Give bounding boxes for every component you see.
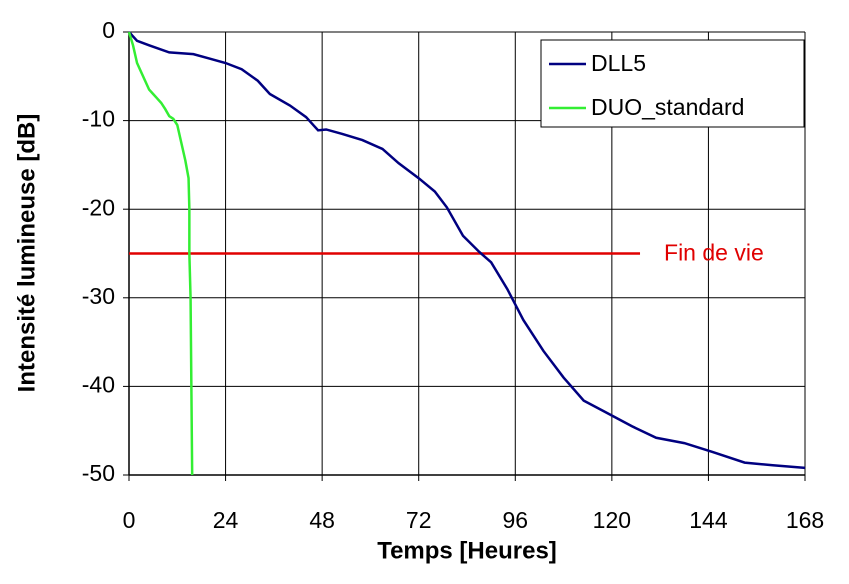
x-tick-label: 168 xyxy=(786,507,824,533)
x-tick-label: 120 xyxy=(593,507,631,533)
y-tick-label: -30 xyxy=(82,283,115,309)
y-tick-label: 0 xyxy=(102,17,115,43)
y-tick-label: -50 xyxy=(82,460,115,486)
y-axis-title: Intensité lumineuse [dB] xyxy=(13,114,40,393)
data-line xyxy=(128,31,806,470)
x-tick-label: 48 xyxy=(309,507,335,533)
data-line xyxy=(127,31,194,476)
x-tick-label: 24 xyxy=(213,507,239,533)
reference-label: Fin de vie xyxy=(664,240,764,266)
legend-box xyxy=(540,39,805,128)
x-tick-label: 144 xyxy=(689,507,728,533)
x-axis-title: Temps [Heures] xyxy=(377,537,557,564)
y-tick-label: -40 xyxy=(82,371,115,397)
x-tick-label: 96 xyxy=(502,507,528,533)
legend-label: DUO_standard xyxy=(591,94,744,120)
y-tick-label: -10 xyxy=(82,106,115,132)
x-tick-label: 72 xyxy=(406,507,432,533)
y-tick-label: -20 xyxy=(82,194,115,220)
legend-label: DLL5 xyxy=(591,50,646,76)
x-tick-label: 0 xyxy=(123,507,136,533)
